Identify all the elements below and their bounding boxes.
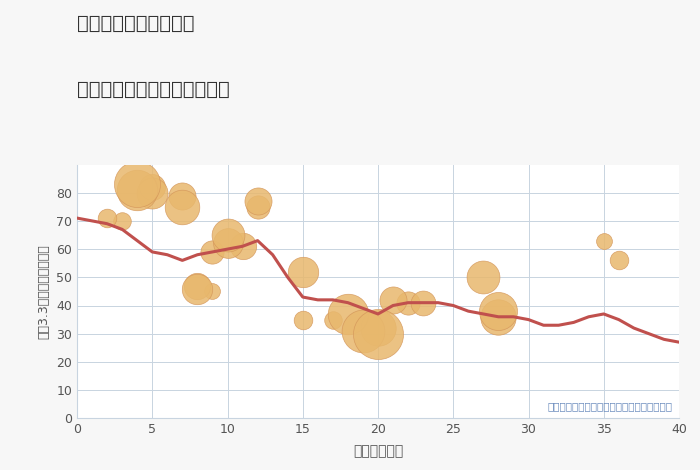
Point bbox=[613, 257, 624, 264]
Point bbox=[192, 285, 203, 292]
Point bbox=[372, 324, 384, 332]
Point bbox=[252, 203, 263, 211]
Point bbox=[493, 307, 504, 315]
Text: 築年数別中古マンション価格: 築年数別中古マンション価格 bbox=[77, 80, 230, 99]
Point bbox=[132, 186, 143, 194]
Point bbox=[176, 192, 188, 199]
Point bbox=[207, 288, 218, 295]
Point bbox=[222, 240, 233, 247]
Point bbox=[297, 268, 308, 275]
Point bbox=[598, 237, 609, 244]
Point bbox=[252, 197, 263, 205]
Point bbox=[402, 299, 414, 306]
Text: 円の大きさは、取引のあった物件面積を示す: 円の大きさは、取引のあった物件面積を示す bbox=[548, 401, 673, 411]
Point bbox=[328, 316, 339, 323]
X-axis label: 築年数（年）: 築年数（年） bbox=[353, 445, 403, 459]
Point bbox=[102, 214, 113, 222]
Point bbox=[388, 296, 399, 304]
Point bbox=[176, 203, 188, 211]
Point bbox=[477, 274, 489, 281]
Point bbox=[147, 183, 158, 191]
Point bbox=[237, 243, 248, 250]
Point bbox=[493, 313, 504, 321]
Point bbox=[132, 180, 143, 188]
Point bbox=[297, 316, 308, 323]
Point bbox=[116, 217, 128, 225]
Point bbox=[357, 327, 368, 335]
Point bbox=[372, 330, 384, 337]
Text: 千葉県野田市上三ヶ尾: 千葉県野田市上三ヶ尾 bbox=[77, 14, 195, 33]
Point bbox=[342, 310, 354, 318]
Point bbox=[417, 299, 428, 306]
Y-axis label: 坪（3.3㎡）単価（万円）: 坪（3.3㎡）単価（万円） bbox=[38, 244, 50, 339]
Point bbox=[192, 282, 203, 290]
Point bbox=[147, 189, 158, 196]
Point bbox=[207, 248, 218, 256]
Point bbox=[222, 231, 233, 239]
